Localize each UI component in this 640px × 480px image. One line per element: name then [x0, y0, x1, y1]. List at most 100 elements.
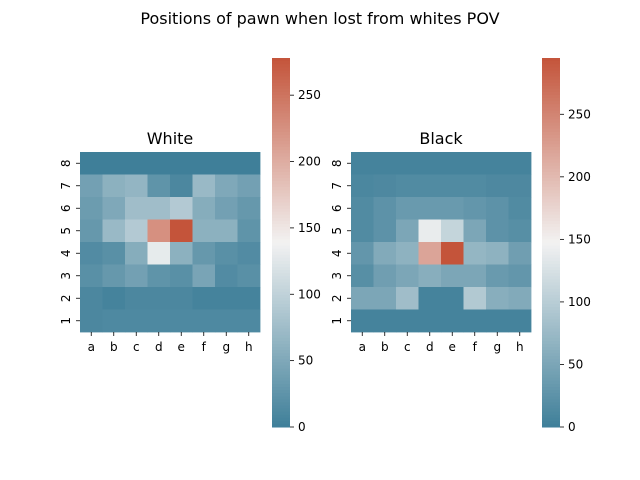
white-colorbar-segment — [272, 242, 290, 247]
white-cell-b2 — [102, 287, 126, 310]
white-x-tick-label: e — [178, 340, 185, 354]
black-colorbar-tick-label: 200 — [568, 170, 591, 184]
white-cell-d5 — [147, 219, 171, 243]
black-cell-d5 — [418, 219, 442, 243]
white-colorbar-segment — [272, 399, 290, 403]
white-cell-g5 — [215, 219, 238, 243]
black-colorbar-segment — [542, 67, 560, 71]
black-colorbar-segment — [542, 353, 560, 357]
white-colorbar-segment — [272, 377, 290, 382]
white-cell-d7 — [147, 174, 171, 198]
black-cell-d8 — [418, 152, 442, 175]
black-colorbar-segment — [542, 227, 560, 231]
black-colorbar-segment — [542, 319, 560, 323]
black-colorbar-segment — [542, 88, 560, 93]
white-cell-d4 — [147, 242, 171, 265]
black-colorbar-segment — [542, 310, 560, 314]
black-colorbar-segment — [542, 304, 560, 308]
black-cell-e1 — [441, 309, 464, 333]
black-x-tick-label: h — [516, 340, 524, 354]
black-colorbar-segment — [542, 101, 560, 105]
white-cell-d2 — [147, 287, 171, 310]
white-colorbar-segment — [272, 294, 290, 299]
black-colorbar-segment — [542, 245, 560, 250]
black-colorbar-segment — [542, 343, 560, 348]
white-colorbar-segment — [272, 236, 290, 240]
black-cell-g6 — [486, 197, 509, 220]
white-colorbar-segment — [272, 73, 290, 77]
black-cell-h4 — [508, 242, 532, 265]
white-colorbar-segment — [272, 390, 290, 394]
white-y-tick-label: 7 — [59, 182, 73, 190]
white-colorbar-segment — [272, 125, 290, 130]
white-colorbar-segment — [272, 168, 290, 173]
white-colorbar-segment — [272, 184, 290, 188]
white-colorbar-segment — [272, 196, 290, 200]
white-colorbar-segment — [272, 101, 290, 105]
black-cell-h7 — [508, 174, 532, 198]
white-colorbar-segment — [272, 159, 290, 164]
black-cell-d6 — [418, 197, 442, 220]
white-cell-c6 — [125, 197, 148, 220]
white-colorbar-segment — [272, 162, 290, 167]
black-colorbar-segment — [542, 190, 560, 194]
white-cell-b1 — [102, 309, 126, 333]
black-colorbar-segment — [542, 374, 560, 379]
white-cell-f3 — [192, 264, 216, 288]
white-colorbar-segment — [272, 230, 290, 234]
black-colorbar-segment — [542, 294, 560, 299]
white-colorbar-segment — [272, 122, 290, 127]
black-colorbar-segment — [542, 260, 560, 265]
black-colorbar-segment — [542, 134, 560, 139]
black-colorbar-segment — [542, 331, 560, 336]
white-colorbar-segment — [272, 267, 290, 271]
black-cell-f5 — [463, 219, 487, 243]
white-colorbar-segment — [272, 119, 290, 124]
black-cell-g8 — [486, 152, 509, 175]
white-colorbar-segment — [272, 334, 290, 339]
black-colorbar-segment — [542, 73, 560, 77]
white-colorbar-segment — [272, 193, 290, 197]
black-cell-a5 — [351, 219, 374, 243]
black-x-tick-label: d — [426, 340, 434, 354]
black-colorbar-segment — [542, 211, 560, 216]
black-cell-h3 — [508, 264, 532, 288]
white-colorbar-segment — [272, 85, 290, 90]
white-cell-a3 — [80, 264, 103, 288]
black-colorbar-segment — [542, 230, 560, 234]
black-colorbar-segment — [542, 181, 560, 185]
white-x-tick-label: b — [110, 340, 118, 354]
white-colorbar-segment — [272, 264, 290, 268]
black-colorbar-segment — [542, 313, 560, 317]
black-colorbar-segment — [542, 165, 560, 170]
black-colorbar-segment — [542, 347, 560, 351]
black-cell-g3 — [486, 264, 509, 288]
white-cell-h5 — [237, 219, 261, 243]
white-colorbar-segment — [272, 331, 290, 336]
black-colorbar-segment — [542, 251, 560, 256]
black-colorbar-segment — [542, 61, 560, 65]
white-y-tick-label: 6 — [59, 204, 73, 212]
white-colorbar-segment — [272, 393, 290, 397]
white-cell-f1 — [192, 309, 216, 333]
black-colorbar-segment — [542, 242, 560, 247]
black-cell-e2 — [441, 287, 464, 310]
white-colorbar-segment — [272, 402, 290, 406]
black-cell-a1 — [351, 309, 374, 333]
black-colorbar-segment — [542, 107, 560, 111]
black-colorbar-segment — [542, 141, 560, 145]
white-y-tick-labels: 8 7 6 5 4 3 2 1 — [59, 159, 80, 325]
white-colorbar-segment — [272, 217, 290, 222]
black-colorbar-segment — [542, 82, 560, 87]
black-cell-c1 — [396, 309, 419, 333]
white-cell-a5 — [80, 219, 103, 243]
white-cell-e4 — [170, 242, 193, 265]
black-cell-g7 — [486, 174, 509, 198]
white-colorbar-segment — [272, 70, 290, 74]
white-colorbar-segment — [272, 144, 290, 148]
white-cell-c8 — [125, 152, 148, 175]
black-colorbar-segment — [542, 248, 560, 253]
black-colorbar-segment — [542, 334, 560, 339]
black-y-tick-label: 4 — [330, 249, 344, 257]
white-colorbar-segment — [272, 383, 290, 388]
